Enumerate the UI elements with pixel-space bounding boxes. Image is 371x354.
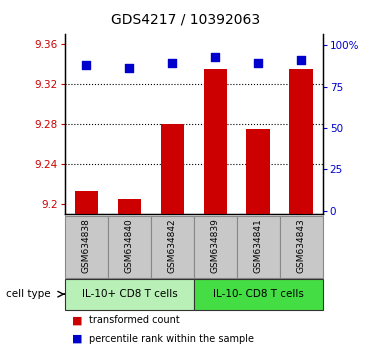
Bar bbox=[65, 279, 194, 310]
Bar bbox=[65, 216, 108, 278]
Text: GSM634839: GSM634839 bbox=[211, 218, 220, 273]
Bar bbox=[280, 216, 323, 278]
Point bbox=[83, 62, 89, 68]
Text: GSM634840: GSM634840 bbox=[125, 218, 134, 273]
Bar bbox=[161, 124, 184, 214]
Text: IL-10- CD8 T cells: IL-10- CD8 T cells bbox=[213, 289, 304, 299]
Point bbox=[212, 54, 218, 60]
Point bbox=[255, 61, 261, 66]
Point bbox=[170, 61, 175, 66]
Text: GSM634843: GSM634843 bbox=[297, 218, 306, 273]
Bar bbox=[194, 216, 237, 278]
Bar bbox=[289, 69, 313, 214]
Bar bbox=[118, 199, 141, 214]
Bar bbox=[75, 191, 98, 214]
Text: GSM634838: GSM634838 bbox=[82, 218, 91, 273]
Text: cell type: cell type bbox=[6, 289, 50, 299]
Text: ■: ■ bbox=[72, 315, 83, 325]
Text: GDS4217 / 10392063: GDS4217 / 10392063 bbox=[111, 12, 260, 27]
Text: IL-10+ CD8 T cells: IL-10+ CD8 T cells bbox=[82, 289, 177, 299]
Text: transformed count: transformed count bbox=[89, 315, 180, 325]
Bar bbox=[108, 216, 151, 278]
Text: GSM634841: GSM634841 bbox=[254, 218, 263, 273]
Bar bbox=[204, 69, 227, 214]
Text: percentile rank within the sample: percentile rank within the sample bbox=[89, 334, 254, 344]
Bar bbox=[194, 279, 323, 310]
Bar bbox=[151, 216, 194, 278]
Bar bbox=[246, 129, 270, 214]
Text: ■: ■ bbox=[72, 334, 83, 344]
Text: GSM634842: GSM634842 bbox=[168, 218, 177, 273]
Point bbox=[298, 57, 304, 63]
Point bbox=[127, 65, 132, 71]
Bar bbox=[237, 216, 280, 278]
